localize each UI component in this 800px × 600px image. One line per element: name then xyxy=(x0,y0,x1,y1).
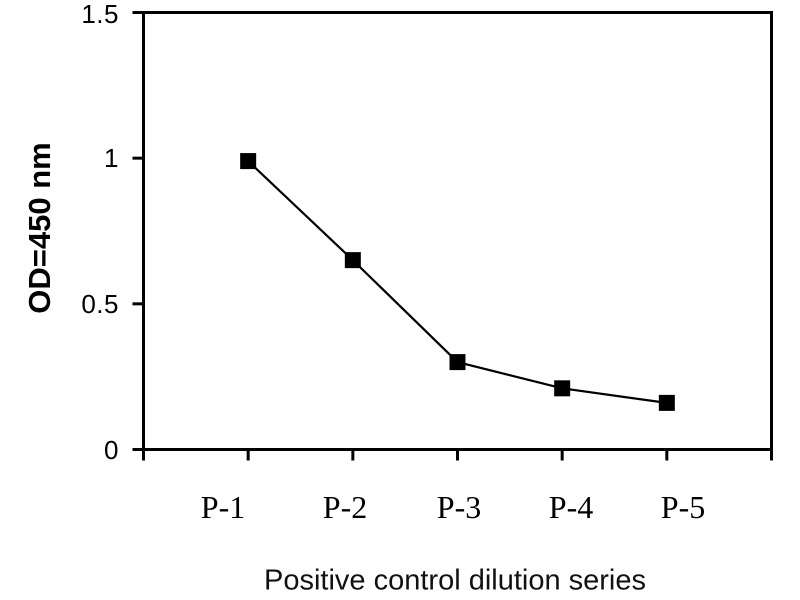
y-tick-label: 1.5 xyxy=(81,0,119,29)
x-axis-title: Positive control dilution series xyxy=(263,564,647,597)
y-tick-label: 0 xyxy=(104,434,119,465)
x-tick-label: P-5 xyxy=(660,489,706,525)
data-point-marker xyxy=(344,252,361,269)
data-point-marker xyxy=(658,394,675,411)
data-point-marker xyxy=(449,354,466,371)
x-tick-label: P-1 xyxy=(200,489,246,525)
data-point-marker xyxy=(554,380,571,397)
y-tick-label: 0.5 xyxy=(81,288,119,319)
x-tick-label: P-4 xyxy=(548,489,594,525)
x-tick-label: P-3 xyxy=(436,489,482,525)
data-point-marker xyxy=(240,153,257,170)
plot-frame xyxy=(142,11,773,451)
y-tick-label: 1 xyxy=(104,143,119,174)
x-tick-label: P-2 xyxy=(322,489,368,525)
